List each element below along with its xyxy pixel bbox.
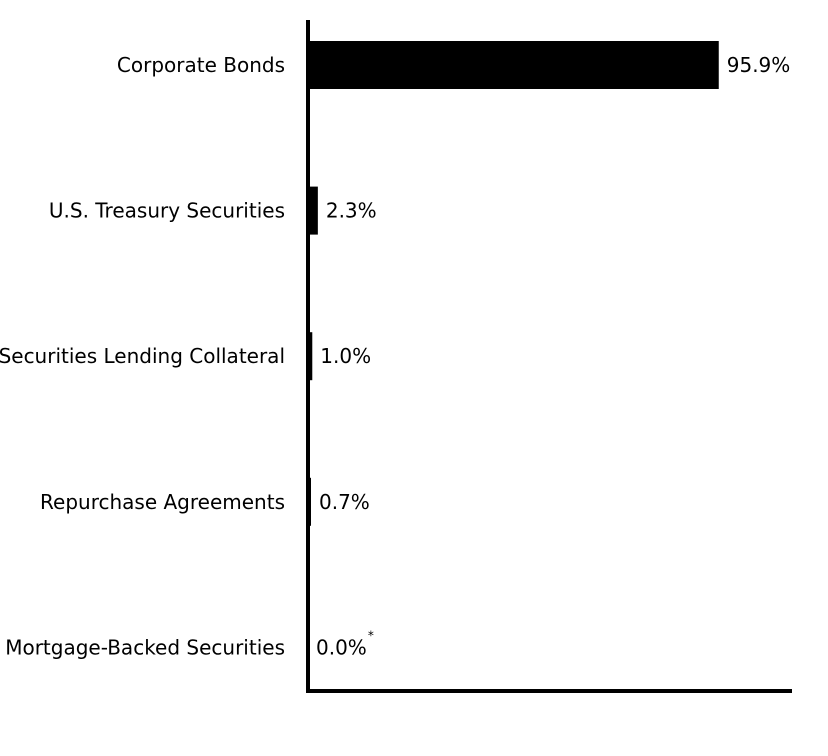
value-label-2: 1.0% [320, 344, 371, 368]
category-label-4: Mortgage-Backed Securities [5, 635, 285, 659]
value-label-4: 0.0% [316, 635, 367, 659]
bars-layer [308, 41, 719, 526]
category-label-1: U.S. Treasury Securities [49, 199, 285, 223]
value-label-3: 0.7% [319, 490, 370, 514]
value-label-0: 95.9% [727, 53, 791, 77]
category-label-2: Securities Lending Collateral [0, 344, 285, 368]
value-footnote-marker-4: * [368, 628, 374, 642]
category-label-3: Repurchase Agreements [40, 490, 285, 514]
bar-1 [308, 186, 318, 235]
bar-2 [308, 332, 313, 381]
bar-0 [308, 41, 719, 89]
value-label-1: 2.3% [326, 199, 377, 223]
category-label-0: Corporate Bonds [117, 53, 285, 77]
labels-layer: Corporate Bonds 95.9% U.S. Treasury Securi… [0, 53, 790, 659]
